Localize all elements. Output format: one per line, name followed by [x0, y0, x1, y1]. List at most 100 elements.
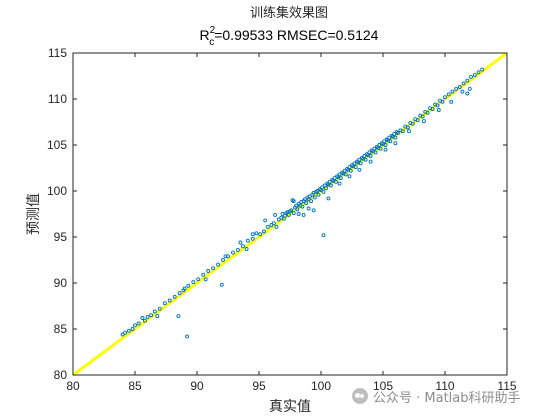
- data-point: [443, 95, 447, 100]
- data-point: [430, 107, 435, 112]
- data-point: [311, 208, 316, 213]
- data-point: [347, 165, 352, 170]
- data-point: [465, 91, 470, 96]
- data-point: [392, 132, 397, 136]
- data-point: [149, 313, 154, 318]
- y-axis-ticks: 80 85 90 95 100 105 110 115: [47, 46, 507, 382]
- data-point: [436, 108, 441, 112]
- data-point: [269, 223, 274, 227]
- data-point: [425, 110, 430, 115]
- data-point: [142, 318, 147, 323]
- data-point: [181, 288, 186, 293]
- data-point: [211, 266, 216, 271]
- data-point: [306, 206, 311, 211]
- outlier-point: [321, 233, 326, 238]
- data-point: [400, 129, 405, 134]
- data-point: [301, 212, 306, 217]
- data-point: [368, 159, 373, 164]
- data-point: [362, 154, 367, 158]
- data-point: [276, 217, 281, 222]
- data-point: [271, 221, 276, 226]
- data-point: [378, 146, 383, 151]
- y-tick-label: 115: [48, 46, 67, 60]
- data-point: [461, 81, 466, 86]
- data-point: [289, 208, 294, 213]
- data-point: [265, 224, 270, 229]
- data-point: [352, 161, 357, 166]
- data-point: [123, 330, 128, 335]
- data-point: [449, 99, 454, 104]
- data-point: [250, 232, 255, 237]
- data-point: [315, 189, 320, 193]
- data-point: [258, 232, 263, 237]
- data-point: [296, 212, 301, 216]
- subtitle-subscript: c: [209, 37, 214, 48]
- data-point: [295, 207, 300, 212]
- wechat-icon: [352, 388, 368, 404]
- data-point: [372, 146, 377, 151]
- data-point: [357, 167, 362, 172]
- data-point: [250, 236, 255, 241]
- scatter-points-layer: [120, 67, 485, 339]
- data-point: [240, 244, 245, 249]
- data-point: [333, 179, 338, 184]
- data-point: [130, 327, 135, 331]
- y-tick-label: 105: [47, 138, 67, 152]
- x-tick-label: 85: [128, 379, 142, 393]
- data-point: [435, 103, 440, 108]
- data-point: [332, 176, 337, 181]
- data-point: [338, 176, 343, 181]
- subtitle-superscript: 2: [210, 25, 216, 36]
- data-point: [348, 168, 353, 173]
- data-point: [480, 67, 485, 72]
- data-point: [216, 262, 221, 267]
- data-point: [291, 211, 296, 216]
- data-point: [326, 196, 331, 201]
- axes-box: [72, 52, 508, 376]
- data-point: [469, 74, 473, 79]
- data-point: [196, 277, 201, 282]
- data-point: [155, 314, 160, 319]
- data-point: [393, 141, 398, 146]
- x-axis-label: 真实值: [269, 399, 311, 415]
- data-point: [307, 194, 312, 199]
- data-point: [302, 197, 307, 202]
- data-point: [136, 321, 141, 326]
- data-point: [337, 181, 342, 186]
- x-tick-label: 110: [435, 379, 454, 393]
- data-point: [320, 185, 325, 190]
- data-point: [120, 332, 125, 337]
- data-point: [454, 86, 459, 91]
- data-point: [152, 309, 157, 314]
- data-point: [280, 212, 285, 216]
- x-tick-label: 95: [252, 379, 266, 393]
- data-point: [383, 143, 388, 147]
- chart-subtitle: R2 c=0.99533 RMSEC=0.5124: [200, 25, 379, 48]
- data-point: [377, 143, 382, 147]
- data-point: [316, 192, 321, 197]
- data-point: [254, 231, 259, 236]
- y-tick-label: 90: [54, 276, 68, 290]
- data-point: [420, 114, 425, 119]
- data-point: [223, 254, 228, 259]
- outlier-point: [176, 314, 181, 319]
- data-point: [238, 240, 243, 245]
- data-point: [201, 272, 206, 277]
- data-point: [383, 147, 388, 152]
- data-point: [300, 204, 305, 209]
- x-tick-label: 100: [311, 379, 331, 393]
- data-point: [465, 78, 470, 83]
- data-point: [157, 306, 162, 311]
- data-point: [415, 118, 420, 123]
- data-point: [373, 150, 378, 155]
- data-point: [145, 315, 150, 319]
- data-point: [460, 89, 465, 94]
- watermark-text: 公众号 · Matlab科研助手: [373, 390, 521, 406]
- data-point: [410, 121, 415, 126]
- y-tick-label: 85: [54, 322, 68, 336]
- outlier-point: [185, 334, 190, 339]
- data-point: [476, 70, 481, 75]
- data-point: [347, 174, 352, 179]
- data-point: [162, 301, 167, 306]
